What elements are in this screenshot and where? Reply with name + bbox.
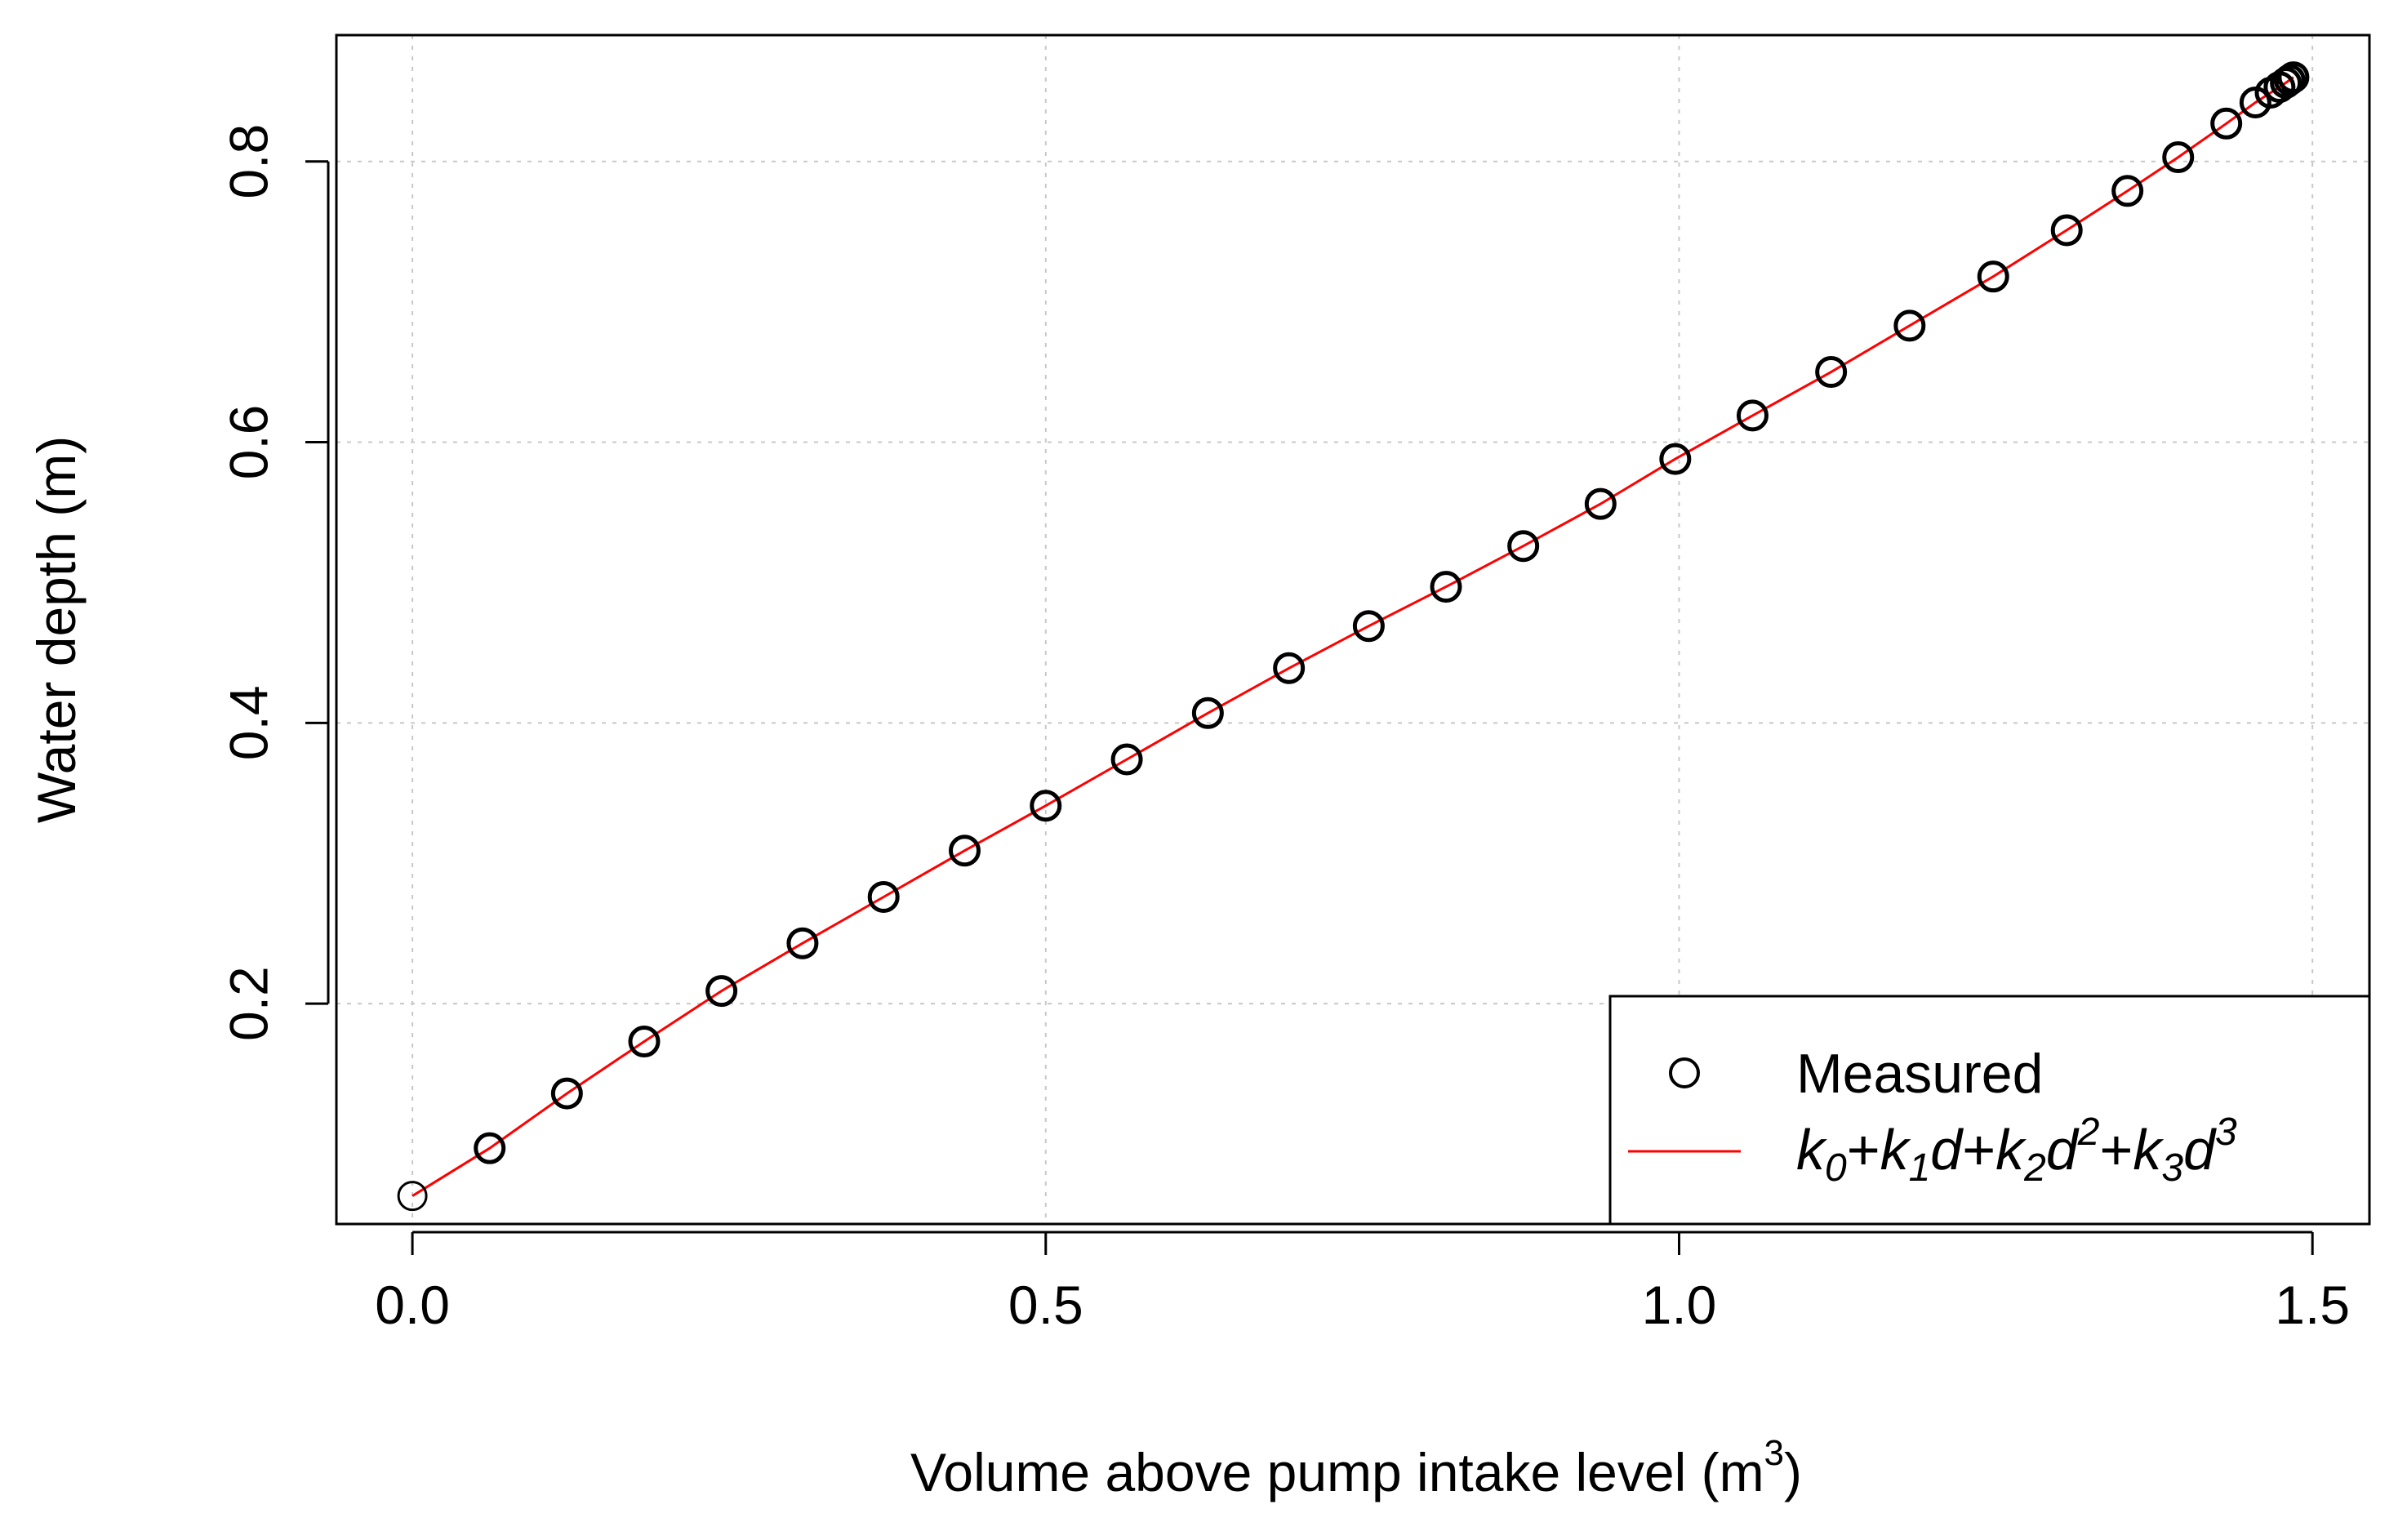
measured-point [1815,356,1848,389]
measured-point [397,1181,428,1212]
measured-point [1893,309,1926,342]
measured-point [2050,214,2083,247]
y-axis-label: Water depth (m) [26,436,87,823]
fit-line-layer [412,76,2294,1197]
x-tick-label: 1.5 [2275,1275,2350,1335]
x-tick-label: 1.0 [1642,1275,1717,1335]
measured-point [705,975,738,1008]
legend: Measured k0+k1d+k2d2+k3d3 [1608,995,2371,1226]
measured-point [1191,697,1224,729]
legend-measured-symbol [1669,1057,1700,1088]
legend-measured-label: Measured [1796,1043,2043,1105]
measured-point [474,1132,506,1164]
measured-point [2270,66,2302,99]
measured-point [948,835,981,867]
legend-fit-label: k0+k1d+k2d2+k3d3 [1796,1110,2237,1190]
x-tick-label: 0.5 [1008,1275,1083,1335]
measured-point [1352,610,1385,643]
y-tick-label: 0.4 [218,685,278,760]
measured-point [1977,260,2009,293]
measured-point [550,1077,583,1110]
y-tick-label: 0.8 [218,124,278,199]
y-tick-label: 0.2 [218,966,278,1041]
measured-point [2210,107,2243,140]
measured-point [1110,743,1143,776]
measured-point [2162,141,2195,174]
measured-point [1430,571,1462,603]
measured-point [1736,399,1769,432]
x-axis: 0.0 0.5 1.0 1.5 [375,1231,2350,1335]
fit-line [412,76,2294,1197]
y-tick-label: 0.6 [218,405,278,480]
measured-point [2273,64,2306,96]
measured-points-layer [397,61,2310,1212]
measured-point [1273,652,1306,684]
measured-point [867,880,900,913]
measured-point [786,927,819,959]
measured-point [1659,443,1692,475]
plot-frame [335,33,2371,1226]
measured-point [2111,175,2144,207]
x-axis-label: Volume above pump intake level (m3) [910,1433,1802,1502]
measured-point [2277,61,2310,94]
legend-box [1608,995,2371,1226]
measured-point [1584,487,1617,520]
measured-point [1507,530,1540,563]
x-tick-label: 0.0 [375,1275,450,1335]
measured-point [628,1026,661,1058]
measured-point [1030,790,1062,822]
y-axis: 0.2 0.4 0.6 0.8 [218,124,330,1041]
